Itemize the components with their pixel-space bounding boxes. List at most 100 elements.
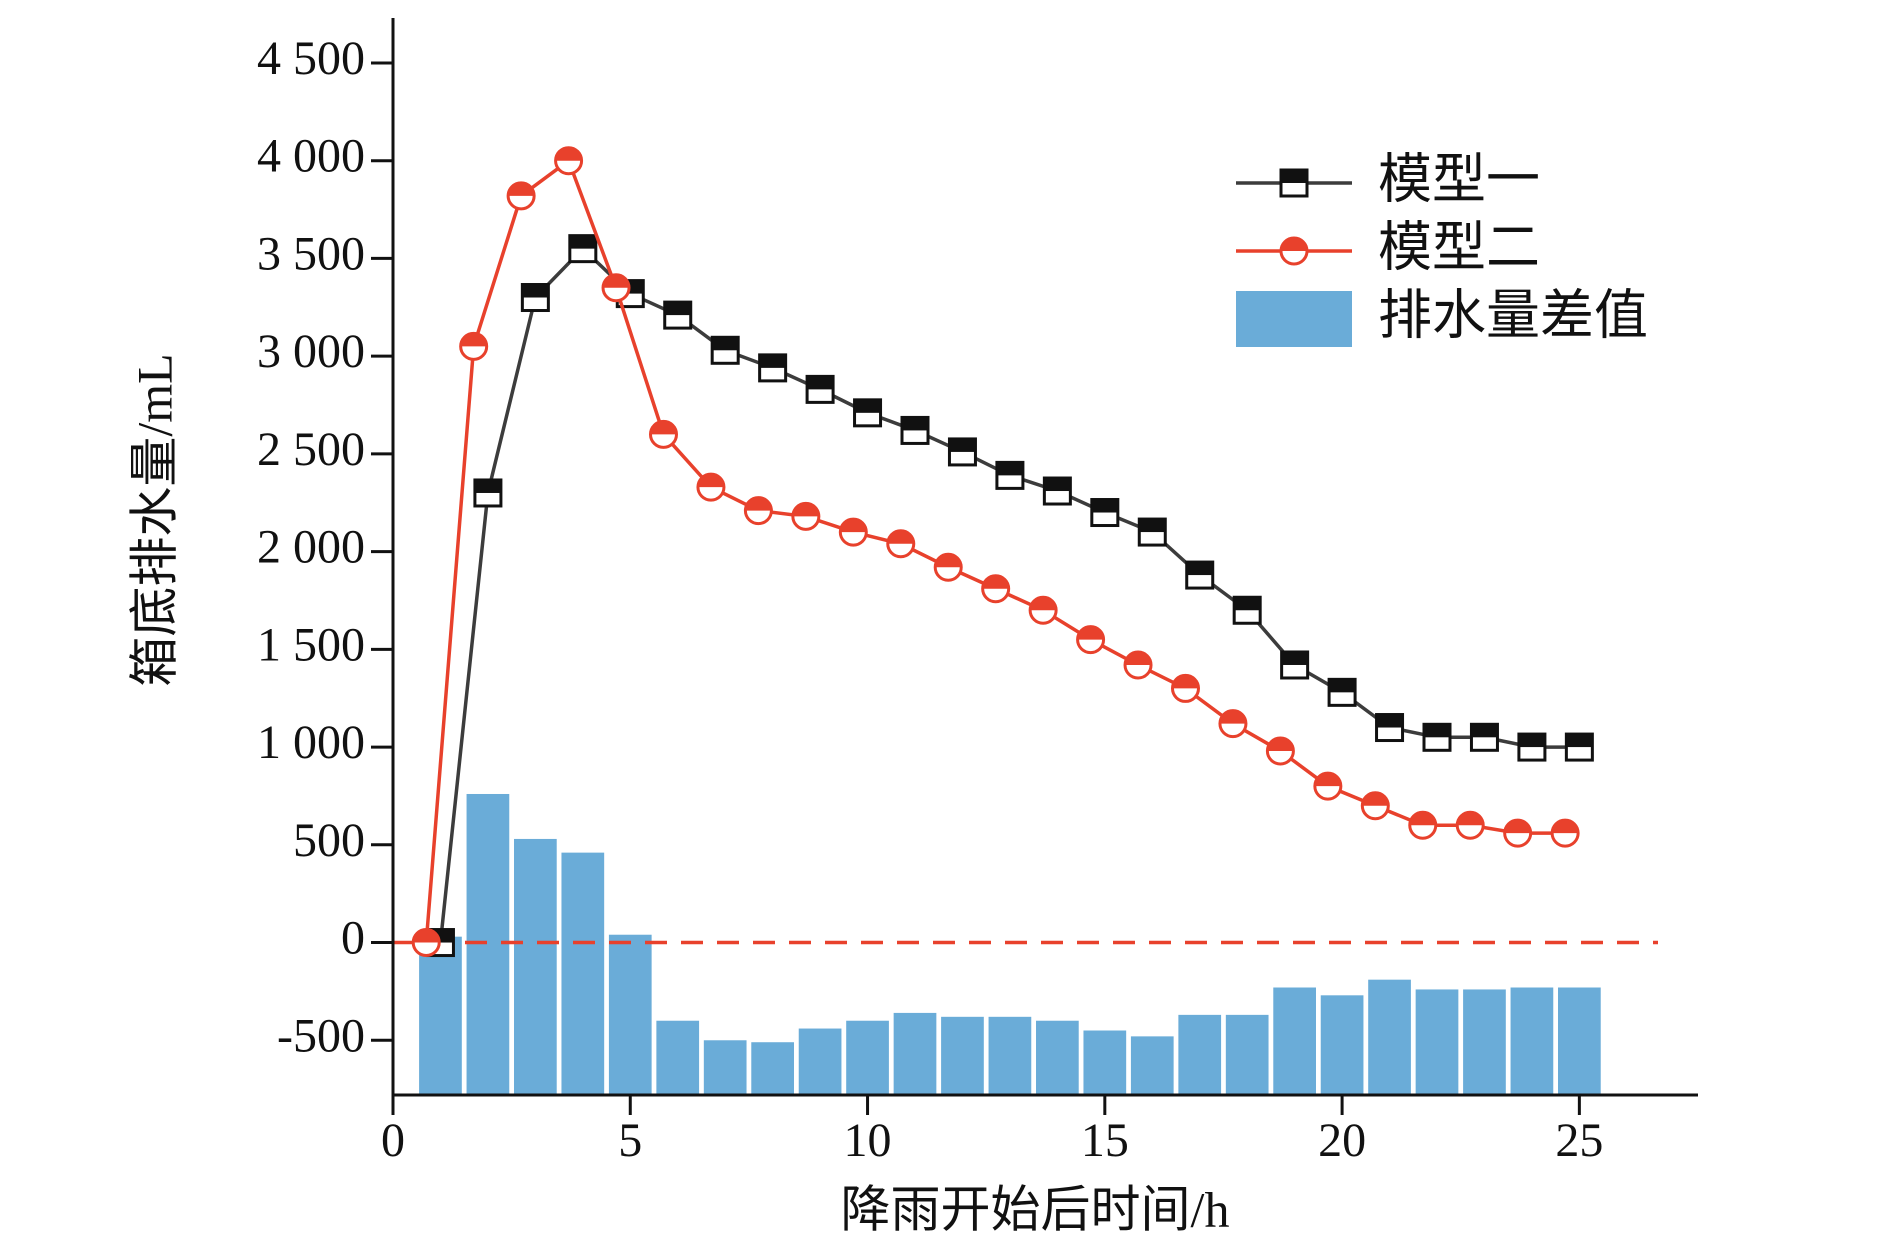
marker-fill [1077, 626, 1104, 640]
x-tick-label: 25 [1555, 1114, 1603, 1167]
marker-fill [759, 354, 786, 368]
y-tick-label: 1 000 [257, 716, 365, 769]
marker-fill [1376, 714, 1403, 728]
point [1422, 722, 1452, 752]
marker-fill [1504, 820, 1531, 834]
bar [1368, 979, 1411, 1095]
legend-swatch [1236, 291, 1352, 347]
point [459, 331, 489, 361]
bar [608, 934, 652, 1095]
marker-fill [1552, 820, 1579, 834]
bar [703, 1040, 747, 1095]
bar [1463, 989, 1506, 1095]
bar [1083, 1030, 1127, 1095]
bar [1415, 989, 1459, 1095]
legend-label: 模型一 [1378, 149, 1540, 209]
marker-fill [1281, 651, 1308, 665]
marker-fill [1044, 478, 1071, 492]
point [1375, 713, 1405, 743]
bar [466, 793, 510, 1095]
marker-fill [1172, 675, 1199, 689]
marker-fill [1424, 724, 1450, 738]
point [758, 353, 788, 383]
bar [514, 838, 557, 1095]
marker-fill [603, 274, 630, 288]
marker-fill [555, 147, 582, 161]
marker-fill [807, 376, 834, 390]
point [1218, 709, 1248, 739]
y-tick-label: 3 000 [257, 325, 365, 378]
marker-fill [697, 474, 724, 488]
bar [1273, 987, 1316, 1095]
bar [798, 1028, 842, 1095]
marker-fill [650, 421, 677, 435]
bar [1510, 987, 1554, 1095]
series-line [424, 157, 1566, 943]
x-tick-label: 0 [381, 1114, 405, 1167]
point [506, 181, 536, 211]
marker-fill [792, 503, 819, 517]
point [1042, 476, 1072, 506]
point [520, 283, 550, 313]
point [1028, 595, 1058, 625]
legend-label: 模型二 [1378, 217, 1540, 277]
point [1280, 650, 1310, 680]
point [1123, 650, 1153, 680]
point [663, 300, 693, 330]
point [995, 460, 1025, 490]
y-tick-label: 2 000 [257, 521, 365, 574]
bar [656, 1020, 700, 1095]
point [601, 273, 631, 303]
point [838, 517, 868, 547]
marker-fill [1139, 519, 1166, 533]
legend-label: 排水量差值 [1378, 285, 1648, 345]
marker-fill [996, 462, 1023, 476]
marker-fill [1329, 679, 1356, 693]
point [947, 437, 977, 467]
bar [1130, 1036, 1174, 1095]
y-tick-label: 3 500 [257, 227, 365, 280]
point [648, 419, 678, 449]
marker-fill [1125, 651, 1152, 665]
x-tick-label: 10 [844, 1114, 892, 1167]
marker-fill [745, 497, 772, 511]
point [900, 415, 930, 445]
point [1313, 771, 1343, 801]
point [981, 574, 1011, 604]
marker-fill [1267, 737, 1294, 751]
bar [1558, 987, 1601, 1095]
bar [941, 1016, 984, 1095]
point [1360, 791, 1390, 821]
y-tick-label: 2 500 [257, 423, 365, 476]
bar [561, 852, 605, 1095]
marker-fill [1234, 597, 1261, 611]
marker-fill [854, 399, 881, 413]
marker-fill [508, 182, 535, 196]
point [1232, 595, 1262, 625]
x-axis-label: 降雨开始后时间/h [841, 1181, 1230, 1237]
marker-fill [935, 554, 962, 568]
marker-fill [1457, 812, 1484, 826]
marker-fill [887, 530, 914, 544]
bar [988, 1016, 1032, 1095]
point [1503, 818, 1533, 848]
point [554, 146, 584, 176]
point [791, 501, 821, 531]
marker-fill [1186, 562, 1213, 576]
point [743, 496, 773, 526]
marker-fill [1281, 170, 1307, 183]
point [1517, 732, 1547, 762]
marker-fill [1409, 812, 1436, 826]
y-tick-label: 0 [341, 912, 365, 965]
bar [1178, 1014, 1222, 1095]
bar [1320, 995, 1364, 1095]
marker-fill [1471, 724, 1498, 738]
legend-marker [1279, 168, 1309, 198]
y-tick-label: 4 500 [257, 32, 365, 85]
bar [419, 936, 462, 1095]
point [710, 335, 740, 365]
point [1455, 810, 1485, 840]
marker-fill [474, 479, 501, 493]
point [1564, 732, 1594, 762]
